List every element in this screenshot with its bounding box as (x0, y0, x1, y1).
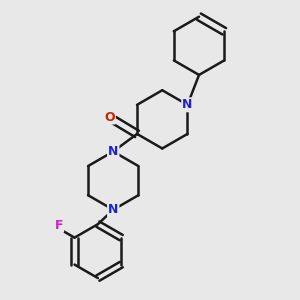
Text: N: N (108, 145, 119, 158)
Text: N: N (182, 98, 193, 111)
Text: F: F (55, 219, 63, 232)
Text: O: O (104, 111, 115, 124)
Text: N: N (108, 203, 119, 216)
